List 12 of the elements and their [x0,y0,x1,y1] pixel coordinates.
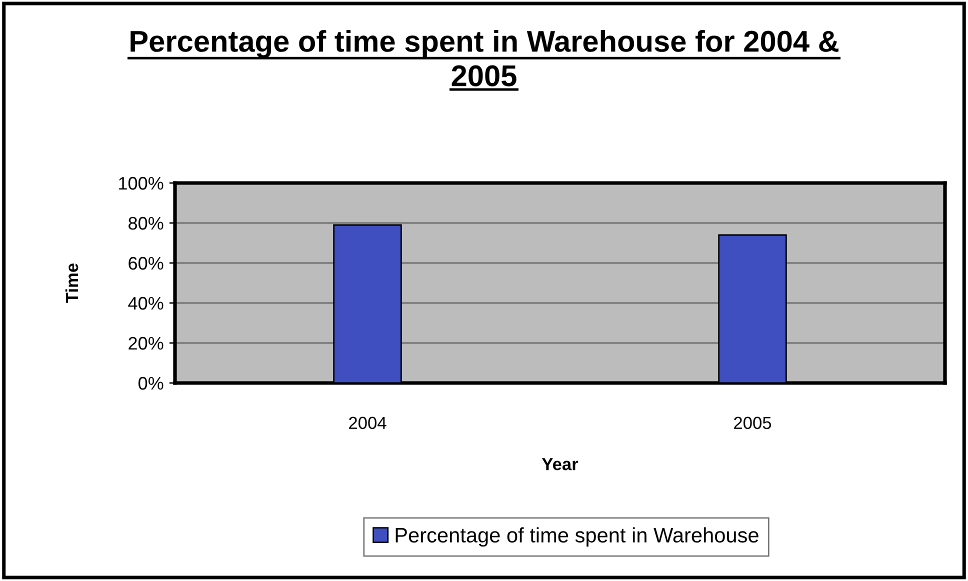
y-axis-title: Time [65,263,78,303]
x-tick-label: 2005 [734,416,772,430]
y-tick-label: 60% [128,256,164,270]
y-tick-label: 40% [128,296,164,310]
x-tick-label: 2004 [349,416,386,430]
chart-title: Percentage of time spent in Warehouse for 2004 & 2005 [130,30,838,86]
y-tick-label: 80% [128,216,164,230]
y-tick-label: 0% [138,376,164,390]
y-tick-label: 100% [119,176,164,190]
y-tick-label: 20% [128,336,164,350]
x-axis-title: Year [542,458,578,470]
legend-label: Percentage of time spent in Warehouse [396,527,758,547]
